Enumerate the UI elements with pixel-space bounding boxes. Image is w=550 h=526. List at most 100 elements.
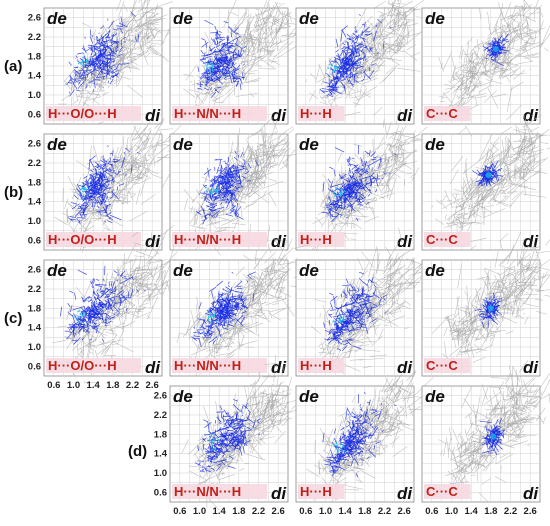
fingerprint-stroke bbox=[110, 38, 118, 55]
contact-stroke bbox=[105, 69, 109, 79]
fingerprint-stroke bbox=[397, 67, 421, 72]
contact-stroke bbox=[203, 75, 209, 79]
contact-stroke bbox=[76, 52, 83, 55]
highlight-point bbox=[205, 186, 207, 189]
fingerprint-stroke bbox=[308, 92, 319, 99]
contact-stroke bbox=[107, 69, 110, 71]
highlight-point bbox=[206, 190, 208, 193]
fingerprint-stroke bbox=[235, 93, 258, 97]
contact-stroke bbox=[223, 67, 226, 70]
fingerprint-stroke bbox=[153, 3, 159, 16]
fingerprint-stroke bbox=[264, 60, 278, 63]
fingerprint-stroke bbox=[241, 55, 244, 64]
y-tick-label: 1.0 bbox=[28, 216, 41, 227]
fingerprint-stroke bbox=[268, 58, 280, 66]
contact-stroke bbox=[217, 44, 221, 48]
contact-stroke bbox=[231, 55, 242, 59]
contact-label: H···O/O···H bbox=[48, 232, 117, 247]
fingerprint-stroke bbox=[110, 18, 120, 24]
contact-stroke bbox=[356, 52, 358, 55]
contact-stroke bbox=[120, 28, 124, 34]
fingerprint-stroke bbox=[386, 0, 397, 18]
contact-stroke bbox=[330, 81, 336, 89]
y-tick-label: 2.2 bbox=[28, 158, 41, 169]
fingerprint-stroke bbox=[117, 54, 125, 58]
contact-label-bg bbox=[46, 106, 142, 121]
fingerprint-stroke bbox=[278, 41, 289, 51]
fingerprint-stroke bbox=[99, 70, 104, 92]
fingerprint-stroke bbox=[122, 14, 137, 31]
contact-stroke bbox=[70, 80, 74, 83]
contact-stroke bbox=[347, 57, 351, 63]
x-axis-label: di bbox=[271, 232, 287, 251]
fingerprint-stroke bbox=[386, 52, 388, 54]
fingerprint-stroke bbox=[258, 32, 268, 36]
contact-stroke bbox=[79, 58, 87, 64]
contact-stroke bbox=[90, 48, 94, 52]
contact-stroke bbox=[373, 30, 377, 42]
fingerprint-stroke bbox=[129, 49, 133, 65]
fingerprint-stroke bbox=[252, 37, 266, 39]
fingerprint-stroke bbox=[361, 59, 371, 64]
contact-stroke bbox=[108, 20, 115, 29]
fingerprint-stroke bbox=[262, 4, 269, 16]
contact-stroke bbox=[212, 56, 218, 64]
contact-stroke bbox=[353, 74, 356, 79]
contact-stroke bbox=[217, 68, 229, 72]
contact-stroke bbox=[342, 57, 346, 62]
contact-stroke bbox=[91, 53, 98, 58]
contact-stroke bbox=[211, 70, 216, 76]
contact-stroke bbox=[201, 38, 206, 41]
contact-stroke bbox=[100, 62, 105, 65]
fingerprint-stroke bbox=[328, 57, 336, 63]
fingerprint-stroke bbox=[379, 6, 404, 17]
contact-stroke bbox=[230, 44, 234, 47]
fingerprint-stroke bbox=[335, 83, 353, 97]
fingerprint-stroke bbox=[308, 90, 316, 102]
contact-stroke bbox=[344, 61, 347, 66]
fingerprint-stroke bbox=[342, 82, 346, 88]
fingerprint-stroke bbox=[244, 36, 261, 43]
fingerprint-stroke bbox=[127, 17, 136, 37]
contact-stroke bbox=[351, 39, 355, 44]
fingerprint-stroke bbox=[390, 6, 398, 19]
fingerprint-stroke bbox=[144, 0, 151, 11]
fingerprint-stroke bbox=[188, 89, 199, 93]
contact-stroke bbox=[214, 25, 217, 31]
fingerprint-panel: de di H···H bbox=[295, 108, 431, 284]
contact-stroke bbox=[345, 69, 349, 73]
contact-stroke bbox=[89, 47, 94, 49]
fingerprint-stroke bbox=[252, 41, 257, 45]
fingerprint-stroke bbox=[122, 16, 126, 43]
contact-stroke bbox=[364, 43, 367, 48]
highlight-point bbox=[77, 62, 80, 65]
contact-stroke bbox=[106, 36, 111, 38]
fingerprint-stroke bbox=[373, 107, 383, 116]
fingerprint-stroke bbox=[212, 84, 219, 87]
y-tick-label: 0.6 bbox=[28, 109, 41, 120]
contact-stroke bbox=[75, 55, 78, 59]
fingerprint-stroke bbox=[254, 13, 260, 27]
y-tick-label: 1.0 bbox=[28, 90, 41, 101]
highlight-point bbox=[342, 196, 345, 199]
fingerprint-stroke bbox=[367, 20, 376, 29]
fingerprint-stroke bbox=[393, 39, 398, 42]
fingerprint-panel: de di H···N/N···H bbox=[169, 116, 297, 269]
fingerprint-stroke bbox=[315, 64, 321, 83]
fingerprint-stroke bbox=[123, 13, 134, 27]
highlight-point bbox=[338, 194, 341, 196]
contact-stroke bbox=[335, 58, 337, 64]
contact-stroke bbox=[210, 38, 217, 44]
contact-stroke bbox=[69, 74, 72, 81]
contact-stroke bbox=[93, 62, 100, 65]
fingerprint-stroke bbox=[360, 71, 363, 78]
fingerprint-stroke bbox=[145, 43, 152, 54]
fingerprint-stroke bbox=[82, 94, 89, 107]
fingerprint-stroke bbox=[142, 43, 158, 55]
highlight-point bbox=[83, 60, 86, 63]
contact-stroke bbox=[105, 38, 109, 50]
x-axis-label: di bbox=[397, 106, 413, 125]
fingerprint-stroke bbox=[139, 35, 150, 38]
fingerprint-stroke bbox=[267, 52, 272, 57]
fingerprint-stroke bbox=[349, 96, 359, 99]
